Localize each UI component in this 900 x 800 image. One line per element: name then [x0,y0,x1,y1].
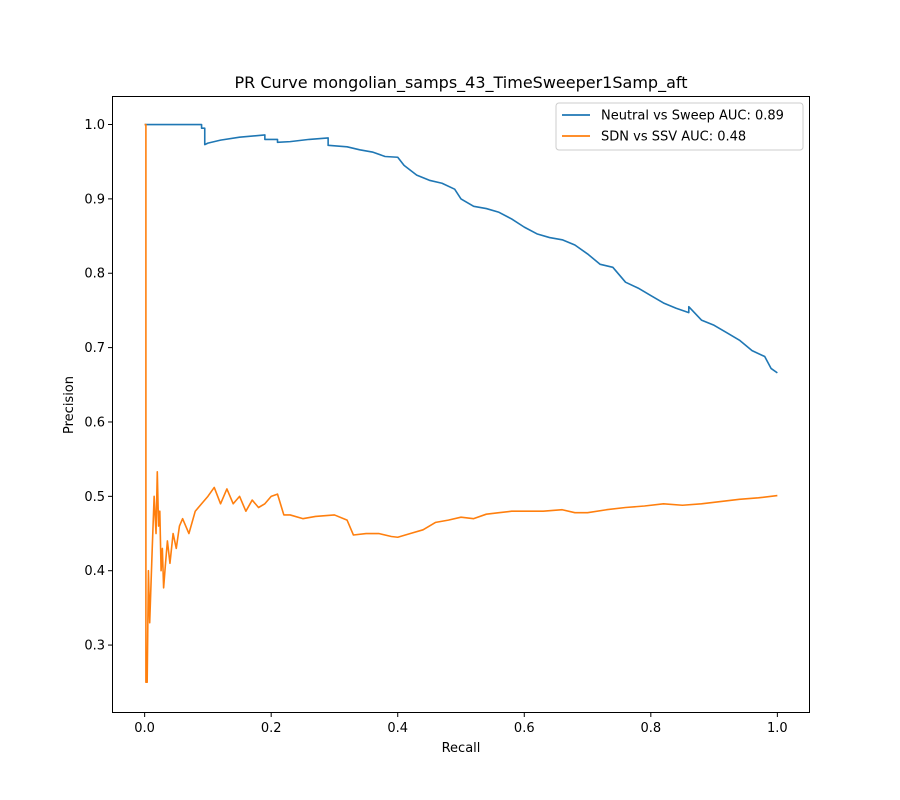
x-tick-label: 0.0 [134,721,155,736]
y-tick-label: 0.6 [84,415,105,430]
series-line-0 [144,123,778,374]
x-tick-label: 0.4 [387,721,408,736]
y-tick-label: 0.7 [84,341,105,356]
legend: Neutral vs Sweep AUC: 0.89 SDN vs SSV AUC… [555,102,804,151]
x-axis-label: Recall [442,741,481,756]
x-tick-label: 0.8 [640,721,661,736]
plot-frame [112,96,810,713]
series-line-1 [144,123,778,684]
y-tick-label: 0.5 [84,490,105,505]
y-tick-label: 0.9 [84,192,105,207]
legend-box [555,102,804,151]
legend-label: SDN vs SSV AUC: 0.48 [601,130,746,145]
chart-title: PR Curve mongolian_samps_43_TimeSweeper1… [235,73,688,93]
series-layer [144,123,778,684]
x-tick-label: 0.6 [514,721,535,736]
y-axis-label: Precision [62,376,77,434]
x-tick-label: 0.2 [261,721,282,736]
y-tick-label: 0.4 [84,564,105,579]
y-tick-label: 0.8 [84,267,105,282]
x-tick-label: 1.0 [767,721,788,736]
y-tick-label: 0.3 [84,639,105,654]
y-tick-label: 1.0 [84,118,105,133]
axis-ticks: 0.0 0.2 0.4 0.6 0.8 1.0 0.3 0.4 0.5 0.6 0.7 0.8 0.9 1… [84,118,787,736]
legend-label: Neutral vs Sweep AUC: 0.89 [601,109,784,124]
